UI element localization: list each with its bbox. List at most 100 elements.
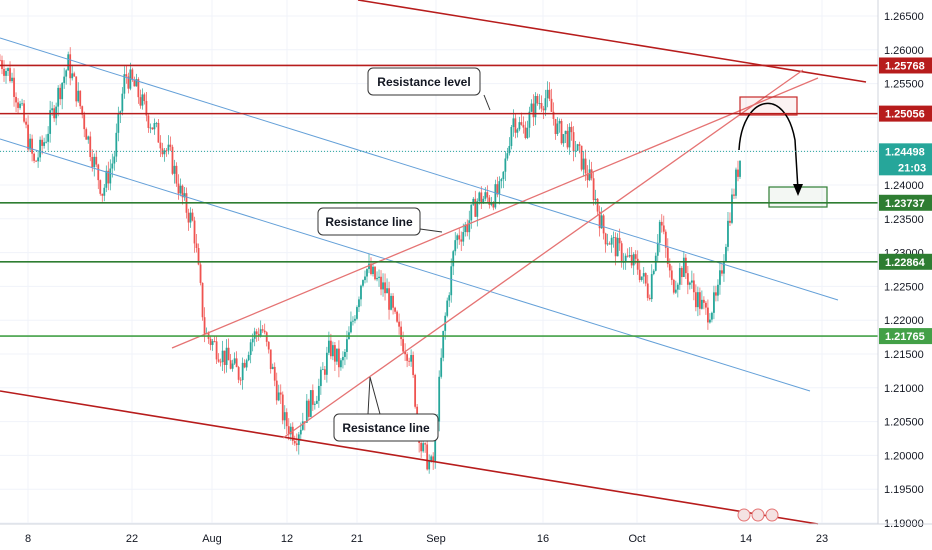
candle-body [670, 270, 673, 280]
candle-body [382, 282, 384, 290]
callout-resistance-level[interactable]: Resistance level [367, 67, 491, 111]
blue-trend-line-upper[interactable] [0, 37, 839, 301]
candle-body [0, 59, 1, 61]
candle-body [33, 153, 35, 161]
candle-body [668, 264, 671, 271]
candle-body [321, 369, 324, 371]
candle-body [402, 339, 404, 352]
candle-body [719, 270, 721, 285]
candle-body [632, 254, 635, 266]
candle-body [446, 300, 449, 316]
candle-body [488, 197, 491, 205]
price-level-badge-text: 1.25056 [885, 109, 925, 121]
callout-resistance-line-1[interactable]: Resistance line [317, 207, 443, 236]
candle-body [520, 122, 523, 125]
candle-body [658, 221, 661, 243]
economic-events[interactable] [737, 508, 779, 522]
target-box-red[interactable] [739, 96, 798, 116]
candle-body [416, 406, 419, 417]
candle-body [438, 376, 441, 422]
candle-body [568, 126, 571, 148]
candle-body [574, 150, 577, 152]
candle-body [707, 307, 709, 323]
callout-resistance-level-text: Resistance level [377, 75, 470, 89]
candle-body [460, 239, 463, 242]
candle-body [478, 192, 481, 202]
candle-body [119, 111, 122, 114]
candle-body [474, 198, 477, 217]
rising-resistance-line-upper[interactable] [171, 77, 819, 349]
price-level-badge-text: 1.22864 [885, 257, 926, 269]
candle-body [562, 134, 565, 144]
candle-body [721, 270, 723, 274]
candle-body [107, 170, 110, 184]
rising-resistance-line-lower[interactable] [282, 69, 804, 439]
candle-body [342, 356, 344, 361]
candle-body [189, 212, 192, 223]
candle-body [93, 156, 96, 168]
candle-body [77, 90, 80, 102]
candle-body [7, 68, 9, 71]
candle-body [43, 142, 46, 146]
candle-body [211, 341, 214, 345]
candle-body [257, 333, 260, 337]
candle-body [384, 282, 386, 294]
channel-bottom-line[interactable] [0, 390, 819, 525]
candle-body [45, 141, 48, 143]
candle-body [727, 220, 729, 247]
candle-body [638, 269, 641, 280]
candle-body [197, 247, 200, 265]
candle-body [516, 129, 519, 133]
candle-body [237, 367, 240, 380]
candle-body [103, 187, 106, 196]
candle-body [143, 94, 146, 102]
candle-body [554, 118, 557, 135]
candle-body [327, 340, 330, 353]
blue-trend-line-lower[interactable] [0, 138, 811, 392]
candle-body [231, 363, 234, 369]
candle-body [187, 212, 190, 223]
candle-body [323, 369, 326, 375]
y-tick-label: 1.20500 [884, 417, 924, 429]
projection-arrow[interactable] [738, 102, 799, 191]
event-flag-icon[interactable] [737, 508, 751, 522]
candle-body [616, 237, 619, 257]
candle-body [223, 350, 226, 365]
candle-body [452, 251, 455, 267]
candle-body [83, 114, 86, 130]
candle-body [41, 139, 44, 146]
candle-body [135, 79, 138, 87]
callout-resistance-line-2-text: Resistance line [342, 421, 430, 435]
candle-body [263, 330, 266, 333]
candle-body [564, 130, 567, 135]
time-axis[interactable]: 8 22 Aug 12 21 Sep 16 Oct 14 23 [0, 523, 932, 545]
candle-body [412, 355, 415, 375]
candle-body [37, 157, 40, 162]
candle-body [456, 235, 459, 241]
candle-body [81, 106, 84, 115]
candle-body [690, 280, 693, 283]
candle-body [113, 156, 116, 164]
candle-body [572, 132, 575, 152]
candle-body [644, 273, 647, 284]
candle-body [498, 181, 501, 195]
event-flag-icon[interactable] [765, 508, 779, 522]
x-tick-label: 23 [816, 533, 828, 545]
candle-body [65, 70, 68, 77]
x-tick-label: Aug [202, 533, 222, 545]
x-tick-label: 16 [537, 533, 549, 545]
candle-body [570, 126, 573, 133]
event-flag-icon[interactable] [751, 508, 765, 522]
callout-resistance-line-2[interactable]: Resistance line [333, 376, 439, 442]
candle-body [309, 390, 312, 417]
y-tick-label: 1.21500 [884, 349, 924, 361]
candles [0, 47, 741, 474]
candle-body [209, 338, 212, 345]
candle-body [536, 96, 539, 104]
channel-top-line[interactable] [357, 0, 867, 83]
candle-body [111, 163, 114, 169]
candle-body [283, 412, 286, 421]
candle-body [532, 103, 535, 118]
candle-body [414, 374, 417, 407]
